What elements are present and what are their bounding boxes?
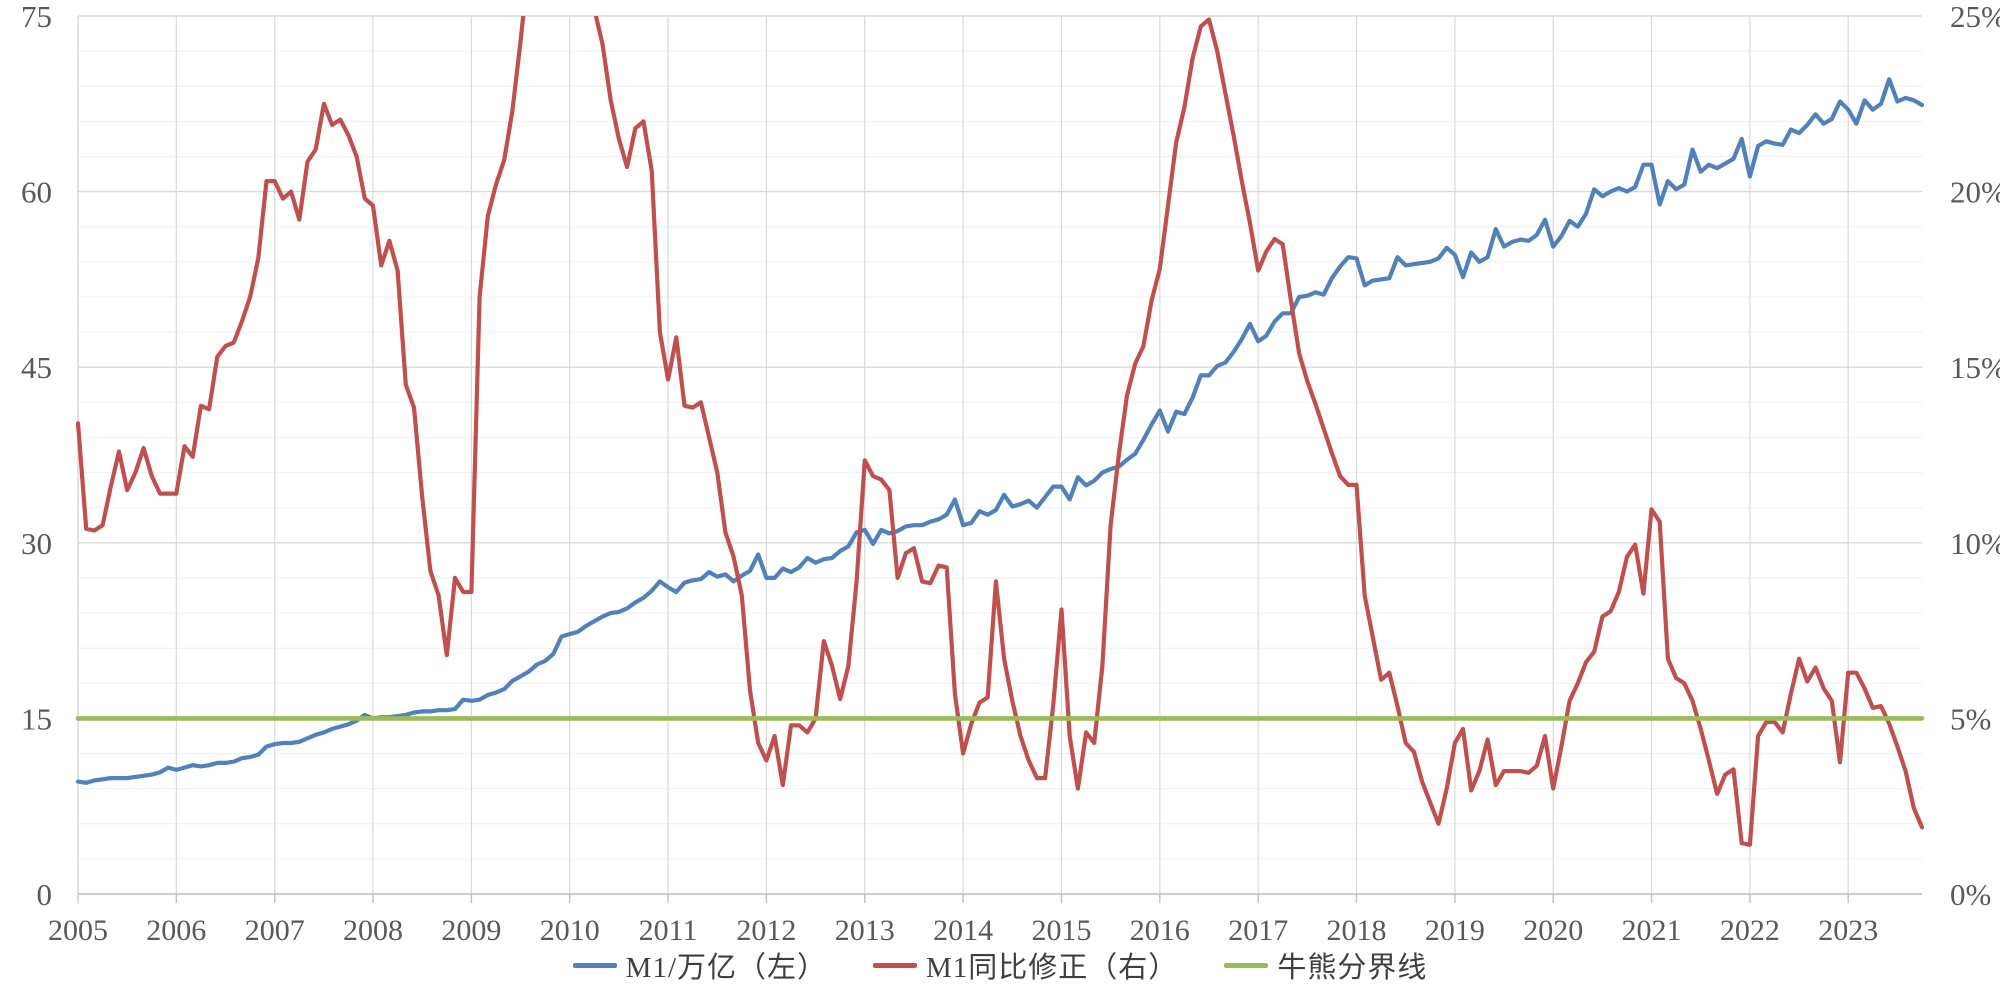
y-axis-right-label: 15%	[1950, 350, 2000, 385]
yoy-series-line	[75, 16, 1925, 847]
x-axis-label-year: 2015	[1032, 914, 1092, 947]
x-axis-label-year: 2020	[1523, 914, 1583, 947]
y-axis-left-label: 30	[21, 526, 52, 561]
x-axis-label-year: 2012	[736, 914, 796, 947]
yoy-line-swatch-icon	[873, 962, 918, 968]
x-axis-label-year: 2022	[1720, 914, 1780, 947]
x-axis-label-year: 2005	[48, 914, 108, 947]
x-axis-label-year: 2008	[343, 914, 403, 947]
legend-item-m1: M1/万亿（左）	[572, 944, 828, 986]
y-axis-left-label: 0	[37, 877, 53, 912]
x-axis-label-year: 2014	[933, 914, 993, 947]
x-axis-label-year: 2021	[1622, 914, 1682, 947]
x-axis-label-year: 2007	[245, 914, 305, 947]
y-axis-left-label: 45	[21, 350, 52, 385]
y-axis-right-label: 10%	[1950, 526, 2000, 561]
y-axis-right-label: 5%	[1950, 701, 1991, 736]
legend-label-yoy: M1同比修正（右）	[926, 952, 1179, 984]
m1-series-line	[75, 77, 1925, 785]
x-axis-label-year: 2018	[1327, 914, 1387, 947]
x-axis-label-year: 2019	[1425, 914, 1485, 947]
legend-item-yoy: M1同比修正（右）	[873, 944, 1178, 986]
x-axis-label-year: 2010	[540, 914, 600, 947]
x-axis-label-year: 2023	[1818, 914, 1878, 947]
y-axis-right-label: 25%	[1950, 0, 2000, 34]
x-axis-label-year: 2016	[1130, 914, 1190, 947]
y-axis-left-label: 15	[21, 701, 52, 736]
legend-item-divider: 牛熊分界线	[1224, 944, 1427, 986]
x-axis-label-year: 2013	[835, 914, 895, 947]
y-axis-left-label: 75	[21, 0, 52, 34]
legend-label-m1: M1/万亿（左）	[625, 952, 828, 984]
x-axis-label-year: 2017	[1228, 914, 1288, 947]
y-axis-right-label: 0%	[1950, 877, 1991, 912]
x-axis-label-year: 2009	[441, 914, 501, 947]
y-axis-left-label: 60	[21, 175, 52, 210]
x-axis-label-year: 2011	[639, 914, 698, 947]
legend: M1/万亿（左） M1同比修正（右） 牛熊分界线	[0, 944, 2000, 986]
y-axis-right-label: 20%	[1950, 175, 2000, 210]
divider-line-swatch-icon	[1224, 962, 1269, 968]
x-axis-label-year: 2006	[146, 914, 206, 947]
legend-label-divider: 牛熊分界线	[1277, 952, 1428, 984]
m1-line-swatch-icon	[572, 962, 617, 968]
